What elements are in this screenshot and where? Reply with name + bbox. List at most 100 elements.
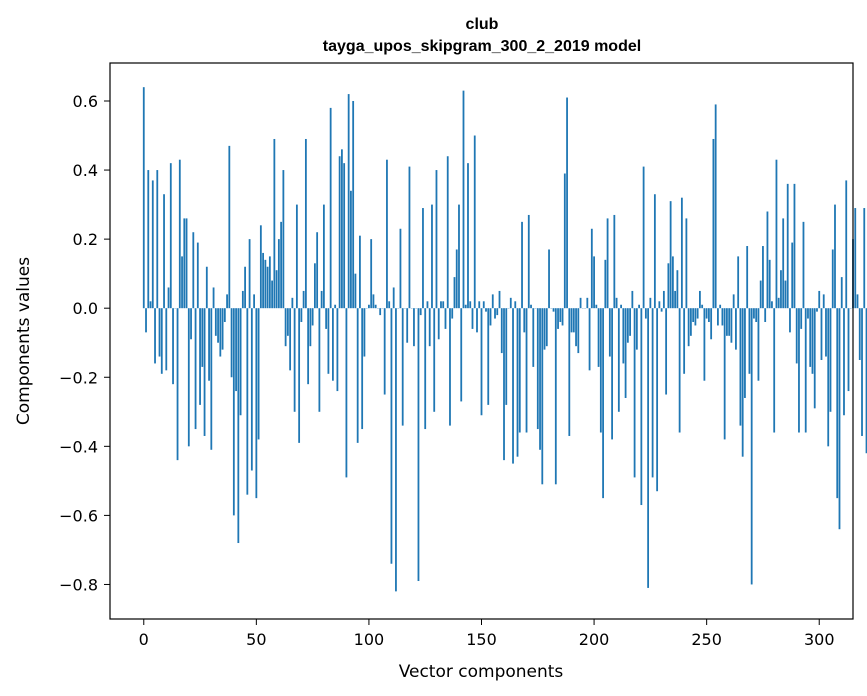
bar-80 bbox=[322, 204, 325, 309]
bar-17 bbox=[181, 256, 183, 309]
bar-318 bbox=[858, 308, 861, 360]
bar-163 bbox=[509, 297, 512, 309]
bar-217 bbox=[631, 290, 634, 309]
bar-238 bbox=[678, 308, 681, 433]
bar-120 bbox=[413, 308, 415, 347]
bar-267 bbox=[744, 308, 746, 398]
bar-139 bbox=[455, 249, 458, 309]
bar-236 bbox=[674, 290, 677, 309]
bar-109 bbox=[388, 301, 391, 309]
bar-282 bbox=[777, 297, 780, 309]
bar-150 bbox=[480, 308, 483, 416]
bar-242 bbox=[687, 308, 690, 347]
bar-64 bbox=[286, 308, 289, 336]
bar-62 bbox=[282, 170, 285, 309]
x-tick-label: 100 bbox=[354, 630, 385, 649]
bar-129 bbox=[433, 308, 436, 412]
y-tick-label: 0.6 bbox=[73, 92, 98, 111]
bar-301 bbox=[820, 308, 823, 360]
bar-11 bbox=[167, 287, 170, 309]
bar-7 bbox=[158, 308, 161, 357]
bar-93 bbox=[352, 100, 355, 309]
bar-165 bbox=[514, 301, 517, 309]
bar-268 bbox=[746, 246, 749, 309]
bar-264 bbox=[737, 256, 740, 309]
bar-248 bbox=[701, 304, 704, 309]
bar-149 bbox=[478, 301, 481, 309]
bar-233 bbox=[667, 263, 670, 309]
bar-256 bbox=[719, 304, 722, 309]
bar-115 bbox=[401, 308, 404, 426]
chart-title-line1: club bbox=[466, 16, 499, 33]
y-tick-label: −0.8 bbox=[59, 575, 98, 594]
bars-group bbox=[142, 87, 867, 592]
y-tick-label: −0.2 bbox=[59, 368, 98, 387]
bar-28 bbox=[205, 266, 208, 309]
bar-183 bbox=[554, 308, 557, 485]
bar-44 bbox=[241, 290, 244, 309]
bar-61 bbox=[280, 221, 283, 309]
bar-285 bbox=[784, 280, 787, 309]
bar-45 bbox=[244, 266, 246, 309]
bar-185 bbox=[559, 308, 562, 322]
bar-179 bbox=[545, 308, 548, 347]
x-tick-label: 250 bbox=[691, 630, 722, 649]
bar-22 bbox=[192, 232, 195, 309]
bar-187 bbox=[563, 173, 566, 309]
bar-98 bbox=[363, 308, 366, 357]
bar-3 bbox=[149, 301, 152, 309]
bar-114 bbox=[399, 228, 402, 309]
bar-189 bbox=[568, 308, 571, 436]
bar-33 bbox=[217, 308, 219, 343]
bar-36 bbox=[223, 308, 226, 322]
bar-138 bbox=[453, 277, 456, 309]
bar-218 bbox=[633, 308, 636, 478]
bar-182 bbox=[552, 308, 555, 312]
bar-136 bbox=[449, 308, 451, 426]
y-axis-label: Components values bbox=[14, 257, 34, 425]
bar-75 bbox=[311, 308, 314, 326]
bar-320 bbox=[863, 208, 866, 309]
bar-241 bbox=[685, 218, 688, 309]
bar-306 bbox=[831, 249, 834, 309]
bar-271 bbox=[753, 308, 755, 319]
bar-87 bbox=[338, 156, 341, 309]
bar-208 bbox=[611, 308, 613, 440]
bar-101 bbox=[370, 239, 373, 309]
bar-152 bbox=[485, 308, 487, 312]
bar-42 bbox=[237, 308, 240, 544]
bar-227 bbox=[653, 194, 656, 309]
bar-137 bbox=[451, 308, 454, 319]
bar-279 bbox=[771, 301, 773, 309]
bar-91 bbox=[347, 94, 350, 309]
bar-211 bbox=[617, 308, 620, 412]
bar-231 bbox=[662, 290, 665, 309]
bar-123 bbox=[419, 308, 422, 316]
bar-13 bbox=[172, 308, 174, 385]
bar-277 bbox=[766, 211, 769, 309]
bar-291 bbox=[798, 308, 800, 433]
bar-193 bbox=[577, 308, 580, 354]
bar-166 bbox=[516, 308, 519, 457]
bar-225 bbox=[649, 297, 652, 309]
bar-317 bbox=[856, 294, 859, 309]
bar-125 bbox=[424, 308, 427, 430]
bar-94 bbox=[354, 273, 357, 309]
bar-276 bbox=[764, 308, 767, 322]
bar-35 bbox=[221, 308, 224, 350]
bar-274 bbox=[759, 280, 762, 309]
bar-156 bbox=[494, 308, 496, 319]
bar-54 bbox=[264, 259, 267, 309]
bar-172 bbox=[530, 304, 532, 309]
bar-321 bbox=[865, 308, 867, 454]
bar-102 bbox=[372, 294, 375, 309]
bar-83 bbox=[329, 107, 332, 309]
bar-96 bbox=[359, 235, 361, 309]
bar-4 bbox=[151, 180, 154, 309]
bar-133 bbox=[442, 301, 445, 309]
bar-25 bbox=[199, 308, 201, 405]
bar-157 bbox=[496, 308, 499, 316]
bar-219 bbox=[635, 308, 638, 350]
bar-311 bbox=[843, 308, 845, 416]
bar-55 bbox=[266, 266, 269, 309]
